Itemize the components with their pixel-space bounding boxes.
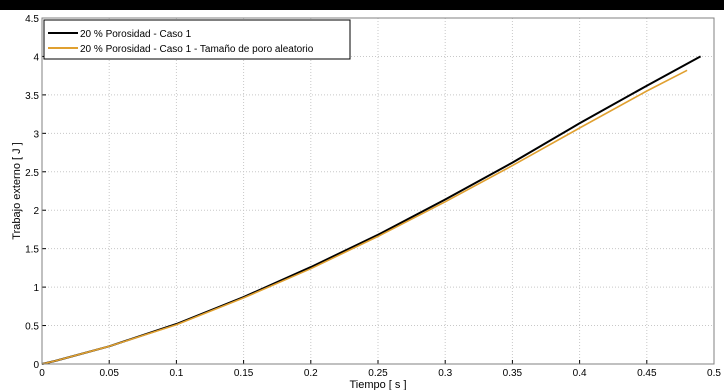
y-tick-labels: 0 0.5 1 1.5 2 2.5 3 3.5 4 4.5 <box>25 14 39 371</box>
top-border-bar <box>0 0 724 10</box>
x-tick-label: 0.3 <box>438 368 452 379</box>
plot-border <box>41 17 715 365</box>
x-tick-label: 0.45 <box>637 368 657 379</box>
x-tick-label: 0 <box>39 368 45 379</box>
x-tick-label: 0.15 <box>234 368 254 379</box>
y-tick-label: 0.5 <box>25 322 39 333</box>
y-tick-label: 2 <box>33 206 39 217</box>
legend-label-series-1: 20 % Porosidad - Caso 1 <box>80 29 192 40</box>
y-tick-label: 4.5 <box>25 14 39 25</box>
y-tick-label: 3.5 <box>25 91 39 102</box>
x-axis-title: Tiempo [ s ] <box>349 379 406 390</box>
x-tick-label: 0.1 <box>169 368 183 379</box>
x-tick-label: 0.05 <box>99 368 119 379</box>
y-tick-label: 4 <box>33 52 39 63</box>
x-tick-label: 0.4 <box>573 368 587 379</box>
series-lines <box>41 55 702 365</box>
y-tick-label: 0 <box>33 360 39 371</box>
legend: 20 % Porosidad - Caso 1 20 % Porosidad -… <box>43 19 351 60</box>
legend-box <box>43 19 351 60</box>
x-tick-label: 0.35 <box>503 368 523 379</box>
x-tick-label: 0.25 <box>368 368 388 379</box>
y-tick-label: 1 <box>33 283 39 294</box>
y-tick-label: 1.5 <box>25 245 39 256</box>
x-tick-label: 0.2 <box>304 368 318 379</box>
x-tick-labels: 0 0.05 0.1 0.15 0.2 0.25 0.3 0.35 0.4 0.45 0.5 <box>39 368 721 379</box>
y-tick-label: 2.5 <box>25 168 39 179</box>
x-tick-label: 0.5 <box>707 368 721 379</box>
legend-label-series-2: 20 % Porosidad - Caso 1 - Tamaño de poro… <box>80 44 314 55</box>
y-tick-label: 3 <box>33 129 39 140</box>
y-axis-title: Trabajo externo [ J ] <box>11 142 23 239</box>
series-line-2 <box>41 69 688 365</box>
